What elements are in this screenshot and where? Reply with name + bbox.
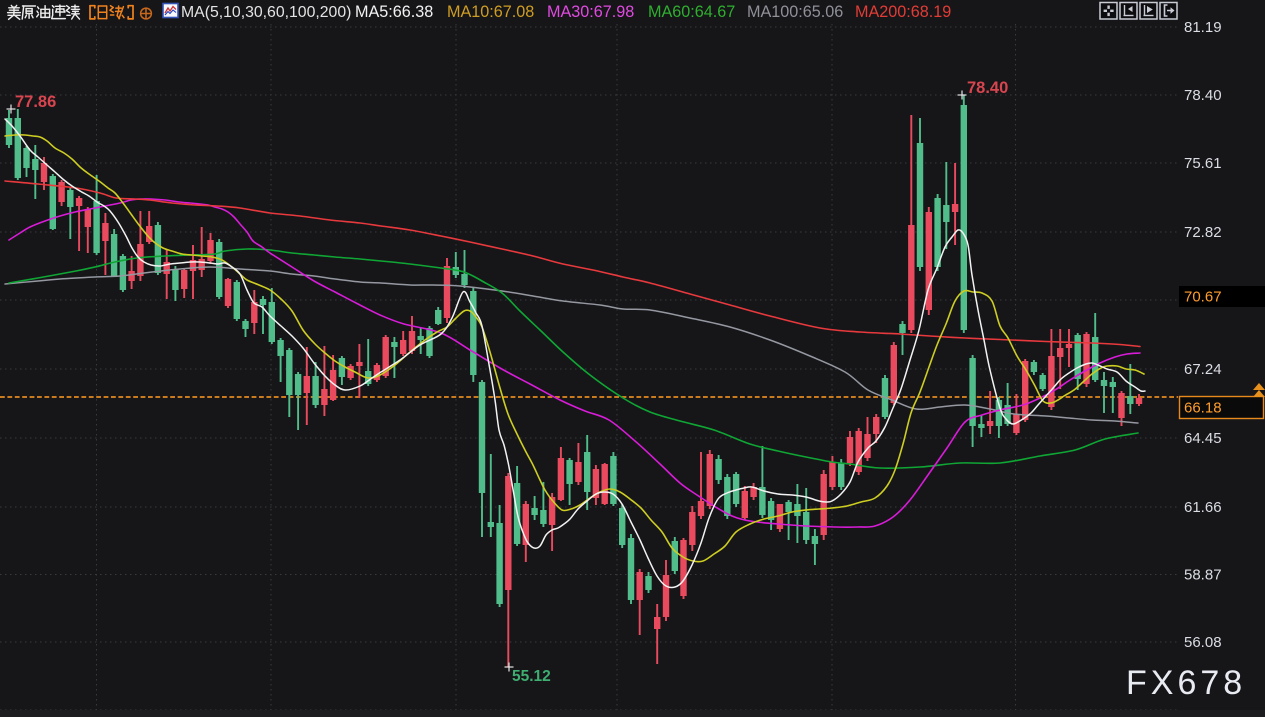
- svg-text:MA10:67.08: MA10:67.08: [447, 3, 534, 21]
- svg-text:70.67: 70.67: [1184, 289, 1222, 306]
- svg-text:FX678: FX678: [1126, 664, 1246, 702]
- svg-text:MA100:65.06: MA100:65.06: [747, 3, 843, 21]
- svg-text:61.66: 61.66: [1184, 499, 1222, 516]
- svg-text:MA200:68.19: MA200:68.19: [855, 3, 951, 21]
- svg-text:67.24: 67.24: [1184, 361, 1222, 378]
- svg-text:MA(5,10,30,60,100,200): MA(5,10,30,60,100,200): [181, 4, 351, 21]
- svg-text:78.40: 78.40: [967, 79, 1008, 97]
- svg-text:58.87: 58.87: [1184, 567, 1222, 584]
- svg-text:77.86: 77.86: [15, 93, 56, 111]
- svg-text:81.19: 81.19: [1184, 19, 1222, 36]
- svg-text:78.40: 78.40: [1184, 87, 1222, 104]
- svg-text:MA30:67.98: MA30:67.98: [547, 3, 634, 21]
- svg-text:64.45: 64.45: [1184, 430, 1222, 447]
- svg-text:75.61: 75.61: [1184, 155, 1222, 172]
- svg-text:72.82: 72.82: [1184, 224, 1222, 241]
- svg-text:55.12: 55.12: [512, 668, 551, 685]
- svg-text:66.18: 66.18: [1184, 400, 1222, 417]
- svg-text:56.08: 56.08: [1184, 634, 1222, 651]
- svg-text:MA60:64.67: MA60:64.67: [648, 3, 735, 21]
- svg-text:MA5:66.38: MA5:66.38: [355, 3, 433, 21]
